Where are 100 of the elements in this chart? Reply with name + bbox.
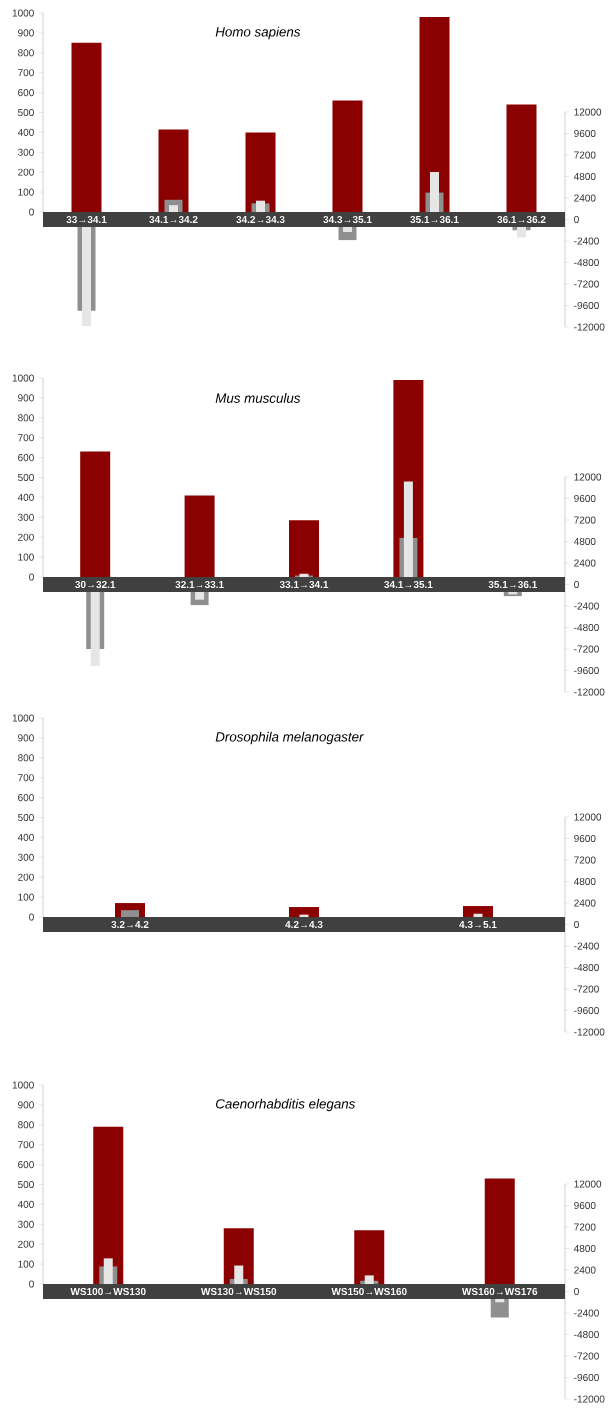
y2-tick-label: -4800: [574, 258, 599, 267]
y2-tick-label: 2400: [574, 194, 596, 202]
y-tick-label: 400: [17, 1200, 34, 1208]
x-tick-label: WS160→WS176: [461, 1287, 538, 1296]
y-tick-label: 700: [18, 774, 34, 782]
x-tick-label: 30→32.1: [75, 580, 116, 589]
x-tick-label: 36.1→36.2: [497, 215, 546, 224]
text: Caenorhabditis elegans: [216, 1098, 356, 1112]
y-tick-label: 0: [29, 573, 34, 581]
y2-tick-label: 7200: [574, 1223, 596, 1231]
y2-tick-label: 12000: [574, 108, 602, 116]
x-tick-label: WS130→WS150: [200, 1287, 277, 1296]
text: Homo sapiens: [215, 26, 301, 40]
y2-tick-label: 9600: [574, 129, 596, 138]
bar: [184, 495, 215, 577]
y-tick-label: 100: [18, 1260, 34, 1268]
text: Mus musculus: [215, 393, 301, 403]
y-tick-label: 100: [18, 188, 34, 196]
y-tick-label: 100: [18, 893, 34, 901]
y-tick-label: 1000: [12, 9, 34, 17]
x-tick-label: WS150→WS160: [331, 1287, 407, 1296]
bar: [289, 520, 319, 577]
bar: [158, 129, 189, 212]
y-tick-label: 500: [18, 1180, 34, 1189]
y-tick-label: 300: [17, 148, 34, 156]
x-tick-label: 33.1→34.1: [279, 580, 329, 589]
y-tick-label: 900: [18, 1101, 34, 1109]
y-tick-label: 800: [18, 754, 34, 762]
x-tick-label: 34.1→34.2: [149, 215, 198, 224]
y-tick-label: 800: [18, 1121, 34, 1129]
y2-tick-label: 4800: [573, 1244, 596, 1253]
y-tick-label: 400: [17, 128, 34, 136]
y2-tick-label: 4800: [573, 537, 596, 546]
y-tick-label: 600: [18, 1161, 34, 1169]
y2-tick-label: 0: [574, 580, 579, 589]
y2-tick-label: 4800: [573, 172, 596, 181]
y2-tick-label: -12000: [574, 688, 605, 696]
y2-tick-label: -9600: [574, 301, 599, 310]
y-tick-label: 900: [18, 394, 34, 402]
y2-tick-label: 9600: [574, 494, 596, 503]
y-tick-label: 300: [17, 513, 34, 521]
y-tick-label: 900: [18, 734, 34, 742]
y-tick-label: 600: [18, 794, 34, 802]
y2-tick-label: -7200: [574, 645, 599, 653]
y2-tick-label: -9600: [574, 1006, 599, 1015]
y-tick-label: 1000: [12, 1081, 34, 1089]
y2-tick-label: -4800: [574, 963, 599, 972]
y2-tick-label: -9600: [574, 1373, 599, 1382]
y-tick-label: 700: [18, 1141, 34, 1149]
y-tick-label: 900: [18, 29, 34, 37]
y2-tick-label: 2400: [574, 1266, 596, 1274]
x-tick-label: 33→34.1: [66, 215, 107, 224]
bar: [419, 16, 450, 212]
y2-tick-label: 0: [574, 215, 579, 224]
y-tick-label: 1000: [12, 374, 34, 382]
y2-tick-label: -12000: [574, 1395, 605, 1403]
bar: [484, 1178, 515, 1284]
y-tick-label: 400: [17, 493, 34, 501]
x-tick-label: 35.1→36.1: [488, 580, 537, 589]
y-tick-label: 300: [17, 853, 34, 861]
y2-tick-label: 12000: [574, 813, 602, 821]
y-tick-label: 0: [29, 208, 34, 216]
y2-tick-label: -2400: [574, 602, 599, 610]
y2-tick-label: 0: [574, 920, 579, 929]
y-tick-label: 800: [18, 414, 34, 422]
y2-tick-label: -12000: [574, 1028, 605, 1036]
y2-tick-label: -2400: [574, 237, 599, 245]
y-tick-label: 500: [18, 108, 34, 117]
y2-tick-label: 7200: [574, 151, 596, 159]
y-tick-label: 200: [18, 168, 34, 176]
x-tick-label: 32.1→33.1: [175, 580, 224, 589]
y2-tick-label: -7200: [574, 1352, 599, 1360]
y-tick-label: 0: [29, 1280, 34, 1288]
y2-tick-label: 2400: [574, 559, 596, 567]
y-tick-label: 300: [17, 1220, 34, 1228]
y-tick-label: 500: [18, 813, 34, 822]
y2-tick-label: -9600: [574, 666, 599, 675]
bar: [71, 42, 102, 212]
y2-tick-label: 12000: [574, 473, 602, 481]
y2-tick-label: -12000: [574, 323, 605, 331]
y-tick-label: 200: [18, 1240, 34, 1248]
y2-tick-label: -2400: [574, 942, 599, 950]
y2-tick-label: 9600: [574, 834, 596, 843]
bar: [354, 1230, 385, 1284]
bar: [80, 451, 111, 577]
y-tick-label: 800: [18, 49, 34, 57]
y-tick-label: 600: [18, 454, 34, 462]
y-tick-label: 700: [18, 434, 34, 442]
bar: [93, 1126, 124, 1284]
y2-tick-label: -4800: [574, 623, 599, 632]
y2-tick-label: -4800: [574, 1330, 599, 1339]
bar: [245, 132, 276, 212]
x-tick-label: 35.1→36.1: [410, 215, 459, 224]
y2-tick-label: 7200: [574, 856, 596, 864]
y2-tick-label: -7200: [574, 985, 599, 993]
x-tick-label: 4.2→4.3: [285, 920, 323, 929]
x-tick-label: 4.3→5.1: [459, 920, 497, 929]
y2-tick-label: -2400: [574, 1309, 599, 1317]
y2-tick-label: -7200: [574, 280, 599, 288]
y2-tick-label: 9600: [574, 1201, 596, 1210]
